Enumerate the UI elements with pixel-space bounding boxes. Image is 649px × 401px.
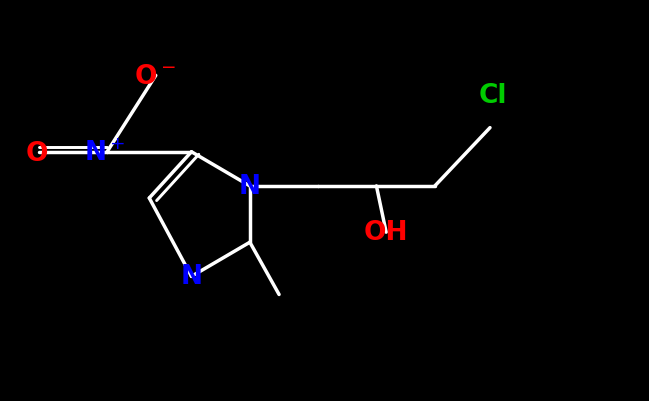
Text: $\mathbf{N}^+$: $\mathbf{N}^+$ (84, 140, 126, 166)
Text: O: O (26, 140, 48, 166)
Text: N: N (239, 174, 261, 199)
Text: OH: OH (364, 220, 408, 245)
Text: N: N (180, 264, 202, 290)
Text: Cl: Cl (479, 83, 508, 109)
Text: $\mathbf{O}^-$: $\mathbf{O}^-$ (134, 64, 175, 90)
